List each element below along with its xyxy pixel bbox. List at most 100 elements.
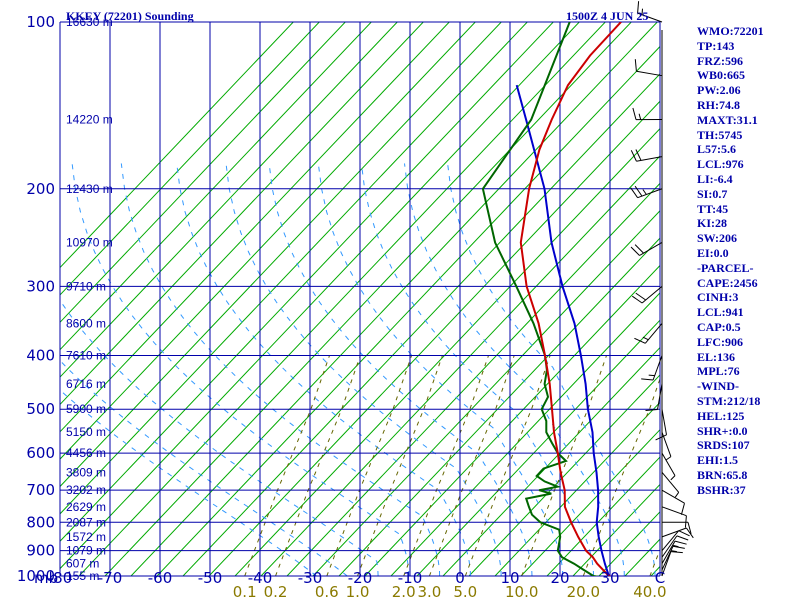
moist-adiabat-line <box>60 359 348 576</box>
wind-barb-feather <box>665 456 672 461</box>
dry-adiabat-line <box>338 237 660 576</box>
temperature-label: 30 <box>600 569 619 587</box>
wind-barb-feather <box>630 150 637 162</box>
wind-barb-feather <box>670 551 683 554</box>
wind-barb-feather <box>635 149 642 161</box>
dry-adiabat-line <box>442 346 660 576</box>
moist-adiabat-line <box>71 163 410 576</box>
sounding-index-item: FRZ:596 <box>697 53 743 68</box>
temperature-label: 20 <box>550 569 569 587</box>
wind-barb-staff <box>661 530 680 551</box>
sounding-index-item: WMO:72201 <box>697 24 764 38</box>
sounding-index-item: MPL:76 <box>697 364 740 379</box>
height-label: 10970 m <box>66 235 113 249</box>
mixing-ratio-line <box>357 355 443 576</box>
wind-barb <box>630 149 663 162</box>
wind-barb <box>632 107 663 121</box>
mixing-ratio-line <box>244 355 330 576</box>
height-label: 3202 m <box>66 483 106 497</box>
wind-barb <box>632 285 663 304</box>
mixing-ratio-label: 40.0 <box>633 583 666 600</box>
mixing-ratio-line <box>428 355 515 576</box>
dry-adiabat-line <box>390 292 660 576</box>
wind-barb-feather <box>687 522 692 535</box>
dry-adiabat-line <box>60 22 346 324</box>
sounding-index-item: TP:143 <box>697 38 735 53</box>
wind-barb-feather <box>645 409 658 411</box>
dry-adiabat-line <box>78 22 606 576</box>
moist-adiabat-line <box>317 163 564 576</box>
temperature-trace <box>519 22 622 576</box>
wind-barb-feather <box>672 544 679 548</box>
wind-barb <box>661 540 687 564</box>
pressure-label: 100 <box>26 13 55 31</box>
mixing-ratio-line <box>521 355 607 576</box>
mixing-ratio-label: 5.0 <box>453 583 477 600</box>
wind-barb-feather <box>638 113 642 120</box>
sounding-index-item: -PARCEL- <box>697 260 754 275</box>
sounding-index-item: TT:45 <box>697 201 729 216</box>
mixing-ratio-label: 1.0 <box>346 583 370 600</box>
height-labels: 16630 m 14220 m 12430 m 10970 m 9710 m 8600 m… <box>66 15 113 583</box>
wind-barb-staff <box>661 551 672 577</box>
wind-barb-feather <box>672 545 685 549</box>
dry-adiabat-line <box>60 22 580 570</box>
pressure-label: 600 <box>26 444 55 462</box>
mixing-ratio-line <box>275 355 361 576</box>
height-label: 5900 m <box>66 402 106 416</box>
height-label: 3809 m <box>66 465 106 479</box>
wind-barb-feather <box>655 434 667 441</box>
temperature-label: C <box>655 569 665 587</box>
sounding-index-item: EHI:1.5 <box>697 453 739 468</box>
sounding-index-item: PW:2.06 <box>697 83 741 98</box>
wind-barb-feather <box>676 535 689 541</box>
pressure-label: 1000 <box>17 567 55 585</box>
mixing-ratio-line <box>464 355 551 576</box>
sounding-index-item: BSHR:37 <box>697 482 746 497</box>
wind-barb <box>661 545 685 571</box>
height-label: 16630 m <box>66 15 113 29</box>
parcel-trace <box>515 84 612 576</box>
height-label: 6716 m <box>66 377 106 391</box>
wind-barb <box>641 355 663 381</box>
sounding-index-item: SW:206 <box>697 231 738 246</box>
temperature-label: -50 <box>198 569 223 587</box>
sounding-index-item: SI:0.7 <box>697 186 728 201</box>
height-label: 155 m <box>66 569 99 583</box>
pressure-label: 500 <box>26 400 55 418</box>
wind-barb-staff <box>661 452 676 476</box>
height-label: 14220 m <box>66 113 113 127</box>
dry-adiabat-line <box>60 22 398 378</box>
pressure-label: 200 <box>26 180 55 198</box>
mixing-ratio-label: 10.0 <box>505 583 538 600</box>
moist-adiabat-line <box>404 163 625 576</box>
temperature-label: -70 <box>98 569 123 587</box>
sounding-index-item: EI:0.0 <box>697 245 729 260</box>
height-label: 12430 m <box>66 182 113 196</box>
grid <box>59 21 661 577</box>
dry-adiabat-line <box>60 22 554 542</box>
wind-barb-staff <box>661 535 678 558</box>
wind-barb-staff <box>661 409 667 435</box>
dry-adiabat-line <box>60 22 320 296</box>
mixing-ratio-label: 2.0 <box>392 583 416 600</box>
wind-barb <box>661 472 680 498</box>
mixing-ratio-label: 3.0 <box>417 583 441 600</box>
dry-adiabat-line <box>364 264 660 576</box>
moist-adiabat-line <box>60 299 379 576</box>
sounding-index-item: CAPE:2456 <box>697 275 758 290</box>
temperature-label: -20 <box>348 569 373 587</box>
wind-barb <box>661 530 690 551</box>
wind-barb-feather <box>637 1 640 14</box>
wind-barb-staff <box>661 489 685 504</box>
sounding-index-item: EL:136 <box>697 349 736 364</box>
height-label: 1572 m <box>66 530 106 544</box>
wind-barb-staff <box>661 472 680 493</box>
height-label: 8600 m <box>66 316 106 330</box>
dry-adiabat-line <box>762 0 800 596</box>
dry-adiabat-line <box>60 22 476 460</box>
wind-barb-feather <box>641 8 643 15</box>
height-label: 2629 m <box>66 500 106 514</box>
height-label: 2087 m <box>66 515 106 529</box>
